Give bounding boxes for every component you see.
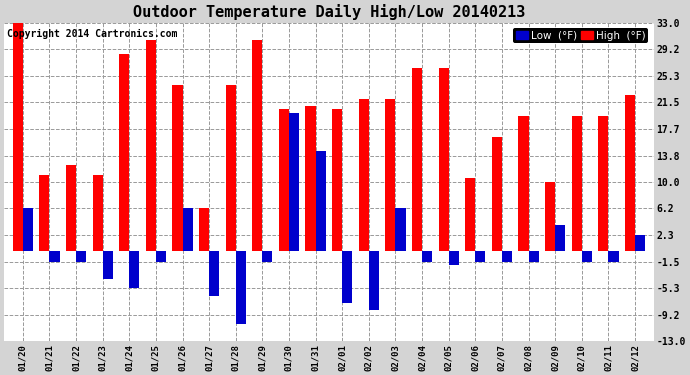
Bar [545,182,555,251]
Bar [439,68,449,251]
Bar [555,225,565,251]
Bar [172,85,183,251]
Bar [262,251,273,262]
Bar [23,208,33,251]
Bar [492,137,502,251]
Bar [529,251,539,262]
Bar [76,251,86,262]
Bar [625,95,635,251]
Bar [129,251,139,288]
Bar [359,99,369,251]
Bar [448,251,459,265]
Bar [253,40,262,251]
Bar [306,106,315,251]
Bar [572,116,582,251]
Bar [92,175,103,251]
Bar [119,54,129,251]
Bar [183,208,193,251]
Bar [609,251,618,262]
Bar [50,251,59,262]
Bar [369,251,379,310]
Bar [582,251,592,262]
Legend: Low  (°F), High  (°F): Low (°F), High (°F) [513,28,649,43]
Bar [598,116,609,251]
Bar [475,251,486,262]
Bar [236,251,246,324]
Text: Copyright 2014 Cartronics.com: Copyright 2014 Cartronics.com [8,29,178,39]
Bar [332,109,342,251]
Bar [39,175,50,251]
Bar [315,151,326,251]
Bar [465,178,475,251]
Bar [635,235,645,251]
Bar [103,251,112,279]
Bar [502,251,512,262]
Bar [279,109,289,251]
Bar [412,68,422,251]
Bar [156,251,166,262]
Bar [422,251,432,262]
Bar [12,23,23,251]
Bar [209,251,219,296]
Title: Outdoor Temperature Daily High/Low 20140213: Outdoor Temperature Daily High/Low 20140… [132,4,525,20]
Bar [518,116,529,251]
Bar [385,99,395,251]
Bar [66,165,76,251]
Bar [342,251,353,303]
Bar [289,113,299,251]
Bar [146,40,156,251]
Bar [395,208,406,251]
Bar [226,85,236,251]
Bar [199,208,209,251]
